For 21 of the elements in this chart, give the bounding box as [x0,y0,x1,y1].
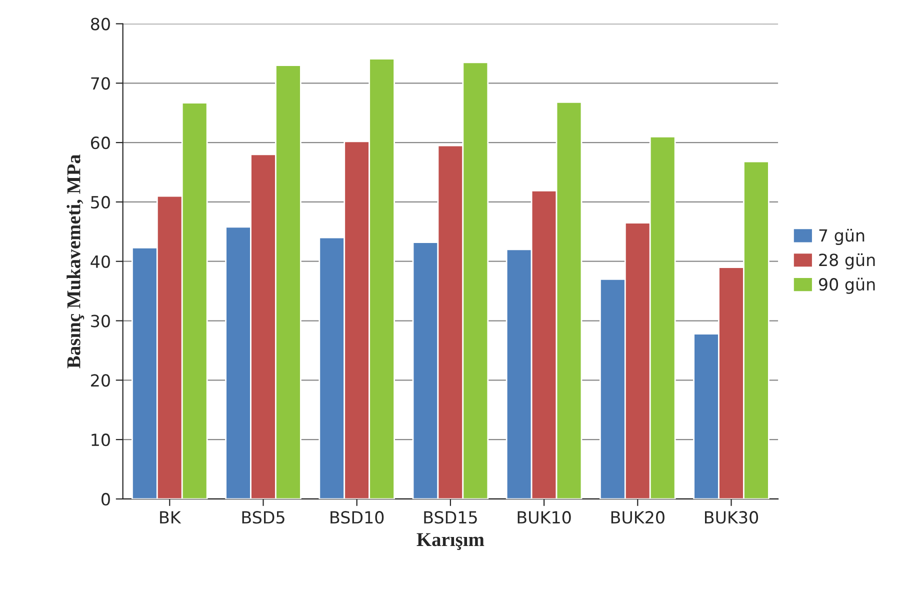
legend-label: 28 gün [819,253,875,270]
y-tick-label: 40 [90,255,110,268]
x-tick-label: BUK10 [518,511,571,524]
x-tick-label: BSD10 [330,511,384,524]
y-tick-label: 60 [91,136,110,150]
y-tick-label: 50 [91,196,110,209]
y-tick-label: 20 [91,374,110,387]
y-tick-label: 10 [92,434,110,446]
legend-label: 7 gün [819,228,864,245]
y-tick-label: 0 [102,492,110,506]
y-tick-label: 70 [91,77,110,90]
x-tick-label: BUK30 [705,511,758,524]
x-tick-label: BSD5 [242,511,284,524]
y-tick-label: 30 [91,314,110,328]
x-tick-label: BUK20 [611,511,664,524]
x-tick-label: BSD15 [424,511,477,524]
x-tick-label: BK [160,511,182,524]
x-axis-title: Karışım [416,533,484,550]
y-axis-title: Basınç Mukavemeti, MPa [66,154,84,368]
y-tick-label: 80 [90,18,110,30]
legend-label: 90 gün [818,278,875,294]
